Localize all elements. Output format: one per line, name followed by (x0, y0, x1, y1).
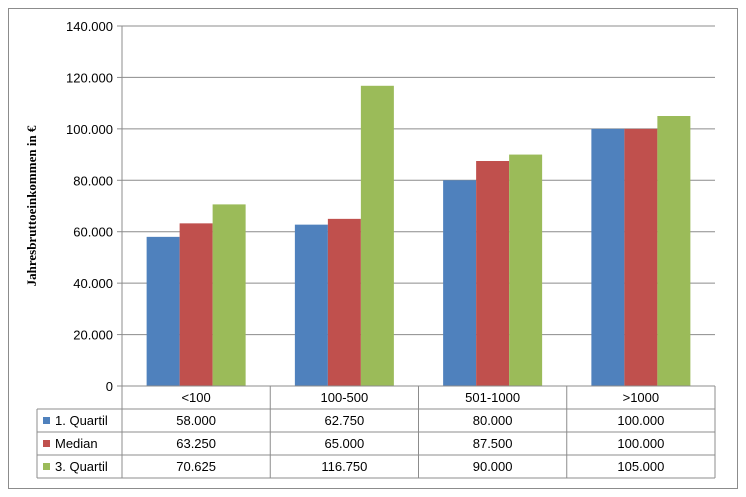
bar (509, 154, 543, 386)
data-table-value: 58.000 (176, 413, 216, 428)
y-tick-label: 0 (106, 379, 113, 394)
data-table-value: 100.000 (617, 413, 664, 428)
y-tick-label: 40.000 (73, 276, 113, 291)
bar (657, 116, 691, 386)
bar (360, 85, 394, 387)
x-tick-label: 501-1000 (465, 390, 520, 405)
data-table-value: 63.250 (176, 436, 216, 451)
x-tick-label: <100 (181, 390, 210, 405)
data-table-value: 62.750 (324, 413, 364, 428)
y-tick-label: 80.000 (73, 173, 113, 188)
bar (443, 180, 477, 386)
bar (624, 128, 658, 386)
bar (146, 236, 180, 386)
data-table-value: 105.000 (617, 459, 664, 474)
legend-label: 1. Quartil (55, 413, 108, 428)
bar (476, 161, 510, 386)
bar (591, 128, 625, 386)
y-tick-label: 140.000 (66, 19, 113, 34)
data-table-value: 80.000 (473, 413, 513, 428)
bar (179, 223, 213, 386)
bar (294, 224, 328, 386)
x-tick-label: 100-500 (321, 390, 369, 405)
data-table-value: 116.750 (321, 459, 367, 474)
legend-label: Median (55, 436, 98, 451)
data-table-value: 100.000 (617, 436, 664, 451)
legend-key (43, 440, 50, 447)
x-tick-label: >1000 (623, 390, 660, 405)
data-table-value: 70.625 (176, 459, 216, 474)
legend-label: 3. Quartil (55, 459, 108, 474)
bar (212, 204, 246, 386)
y-axis-label: Jahresbruttoeinkommen in € (24, 125, 39, 286)
y-tick-label: 120.000 (66, 70, 113, 85)
y-tick-label: 100.000 (66, 122, 113, 137)
y-tick-label: 20.000 (73, 328, 113, 343)
data-table-value: 90.000 (473, 459, 513, 474)
legend-key (43, 463, 50, 470)
data-table-value: 65.000 (324, 436, 364, 451)
bar (327, 218, 361, 386)
data-table-value: 87.500 (473, 436, 513, 451)
y-tick-label: 60.000 (73, 225, 113, 240)
legend-key (43, 417, 50, 424)
